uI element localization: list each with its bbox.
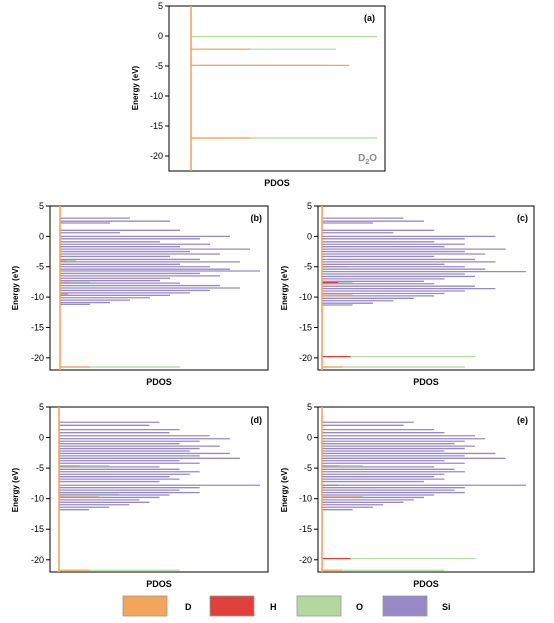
pdos-levels [322, 217, 526, 368]
y-tick-label: -15 [299, 524, 312, 534]
y-tick-label: 5 [307, 402, 312, 412]
y-tick-label: -5 [155, 61, 163, 71]
y-tick-label: -10 [150, 91, 163, 101]
y-tick-label: -20 [299, 555, 312, 565]
plot-frame [49, 406, 269, 573]
y-tick-label: 0 [39, 231, 44, 241]
y-tick-label: 5 [39, 402, 44, 412]
annotation-subscript: 2 [365, 159, 369, 166]
panel-d: 5 0 -5 -10 -15 -20 Energy (eV) PDOS (d) [11, 402, 269, 589]
legend-entry-o: O [296, 595, 363, 617]
legend: D H O Si [122, 595, 451, 617]
x-axis-title: PDOS [264, 178, 290, 188]
pdos-levels [60, 217, 260, 368]
y-axis-title: Energy (eV) [11, 467, 20, 512]
y-tick-label: 5 [158, 1, 163, 11]
y-tick-label: -20 [31, 555, 44, 565]
y-axis-title: Energy (eV) [11, 265, 20, 310]
y-tick-label: -5 [304, 262, 312, 272]
y-tick-label: 0 [39, 433, 44, 443]
y-tick-label: -15 [31, 322, 44, 332]
legend-label-o: O [356, 602, 363, 612]
y-tick-label: -10 [31, 494, 44, 504]
legend-swatch-h [209, 595, 255, 617]
y-tick-label: -15 [299, 322, 312, 332]
y-ticks: 5 0 -5 -10 -15 -20 [31, 402, 50, 565]
pdos-levels [322, 421, 526, 571]
y-tick-label: -15 [31, 524, 44, 534]
y-tick-label: 0 [158, 31, 163, 41]
panel-label: (c) [517, 213, 528, 223]
legend-entry-d: D [122, 595, 192, 617]
panel-label: (e) [517, 415, 528, 425]
plot-frame [49, 205, 269, 371]
y-tick-label: -20 [150, 151, 163, 161]
y-tick-label: -10 [299, 292, 312, 302]
y-tick-label: -20 [31, 353, 44, 363]
y-tick-label: -20 [299, 353, 312, 363]
panel-label: (a) [364, 13, 375, 23]
plot-frame [317, 205, 535, 371]
y-ticks: 5 0 -5 -10 -15 -20 [299, 402, 318, 565]
panel-e: 5 0 -5 -10 -15 -20 Energy (eV) PDOS (e) [280, 402, 535, 589]
y-tick-label: -10 [299, 494, 312, 504]
x-axis-title: PDOS [146, 377, 172, 387]
legend-label-si: Si [442, 602, 451, 612]
y-tick-label: -5 [36, 262, 44, 272]
legend-label-d: D [185, 602, 192, 612]
y-tick-label: 0 [307, 433, 312, 443]
x-axis-title: PDOS [413, 579, 439, 589]
legend-swatch-o [296, 595, 342, 617]
y-tick-label: -5 [36, 463, 44, 473]
panel-c: 5 0 -5 -10 -15 -20 Energy (eV) PDOS (c) [280, 201, 535, 387]
y-tick-label: 5 [307, 201, 312, 211]
panel-a: 5 0 -5 -10 -15 -20 Energy (eV) PDOS (a) D2O [131, 1, 386, 188]
annotation-base: D [358, 153, 365, 164]
panel-label: (b) [251, 213, 263, 223]
pdos-levels [191, 35, 377, 139]
y-ticks: 5 0 -5 -10 -15 -20 [299, 201, 318, 363]
x-axis-title: PDOS [413, 377, 439, 387]
y-tick-label: -15 [150, 121, 163, 131]
x-axis-title: PDOS [146, 579, 172, 589]
plot-frame [168, 5, 386, 172]
y-axis-title: Energy (eV) [131, 65, 140, 110]
pdos-levels [59, 421, 260, 571]
panel-label: (d) [251, 415, 263, 425]
y-axis-title: Energy (eV) [280, 467, 289, 512]
panel-b: 5 0 -5 -10 -15 -20 Energy (eV) PDOS (b) [11, 201, 269, 387]
y-ticks: 5 0 -5 -10 -15 -20 [31, 201, 50, 363]
annotation-tail: O [369, 153, 377, 164]
d2o-annotation: D2O [358, 153, 377, 166]
y-ticks: 5 0 -5 -10 -15 -20 [150, 1, 169, 161]
y-axis-title: Energy (eV) [280, 265, 289, 310]
legend-label-h: H [270, 602, 277, 612]
plot-frame [317, 406, 535, 573]
y-tick-label: 0 [307, 231, 312, 241]
legend-swatch-si [382, 595, 428, 617]
legend-entry-si: Si [382, 595, 451, 617]
y-tick-label: -5 [304, 463, 312, 473]
y-tick-label: -10 [31, 292, 44, 302]
legend-entry-h: H [209, 595, 277, 617]
y-tick-label: 5 [39, 201, 44, 211]
legend-swatch-d [122, 595, 168, 617]
